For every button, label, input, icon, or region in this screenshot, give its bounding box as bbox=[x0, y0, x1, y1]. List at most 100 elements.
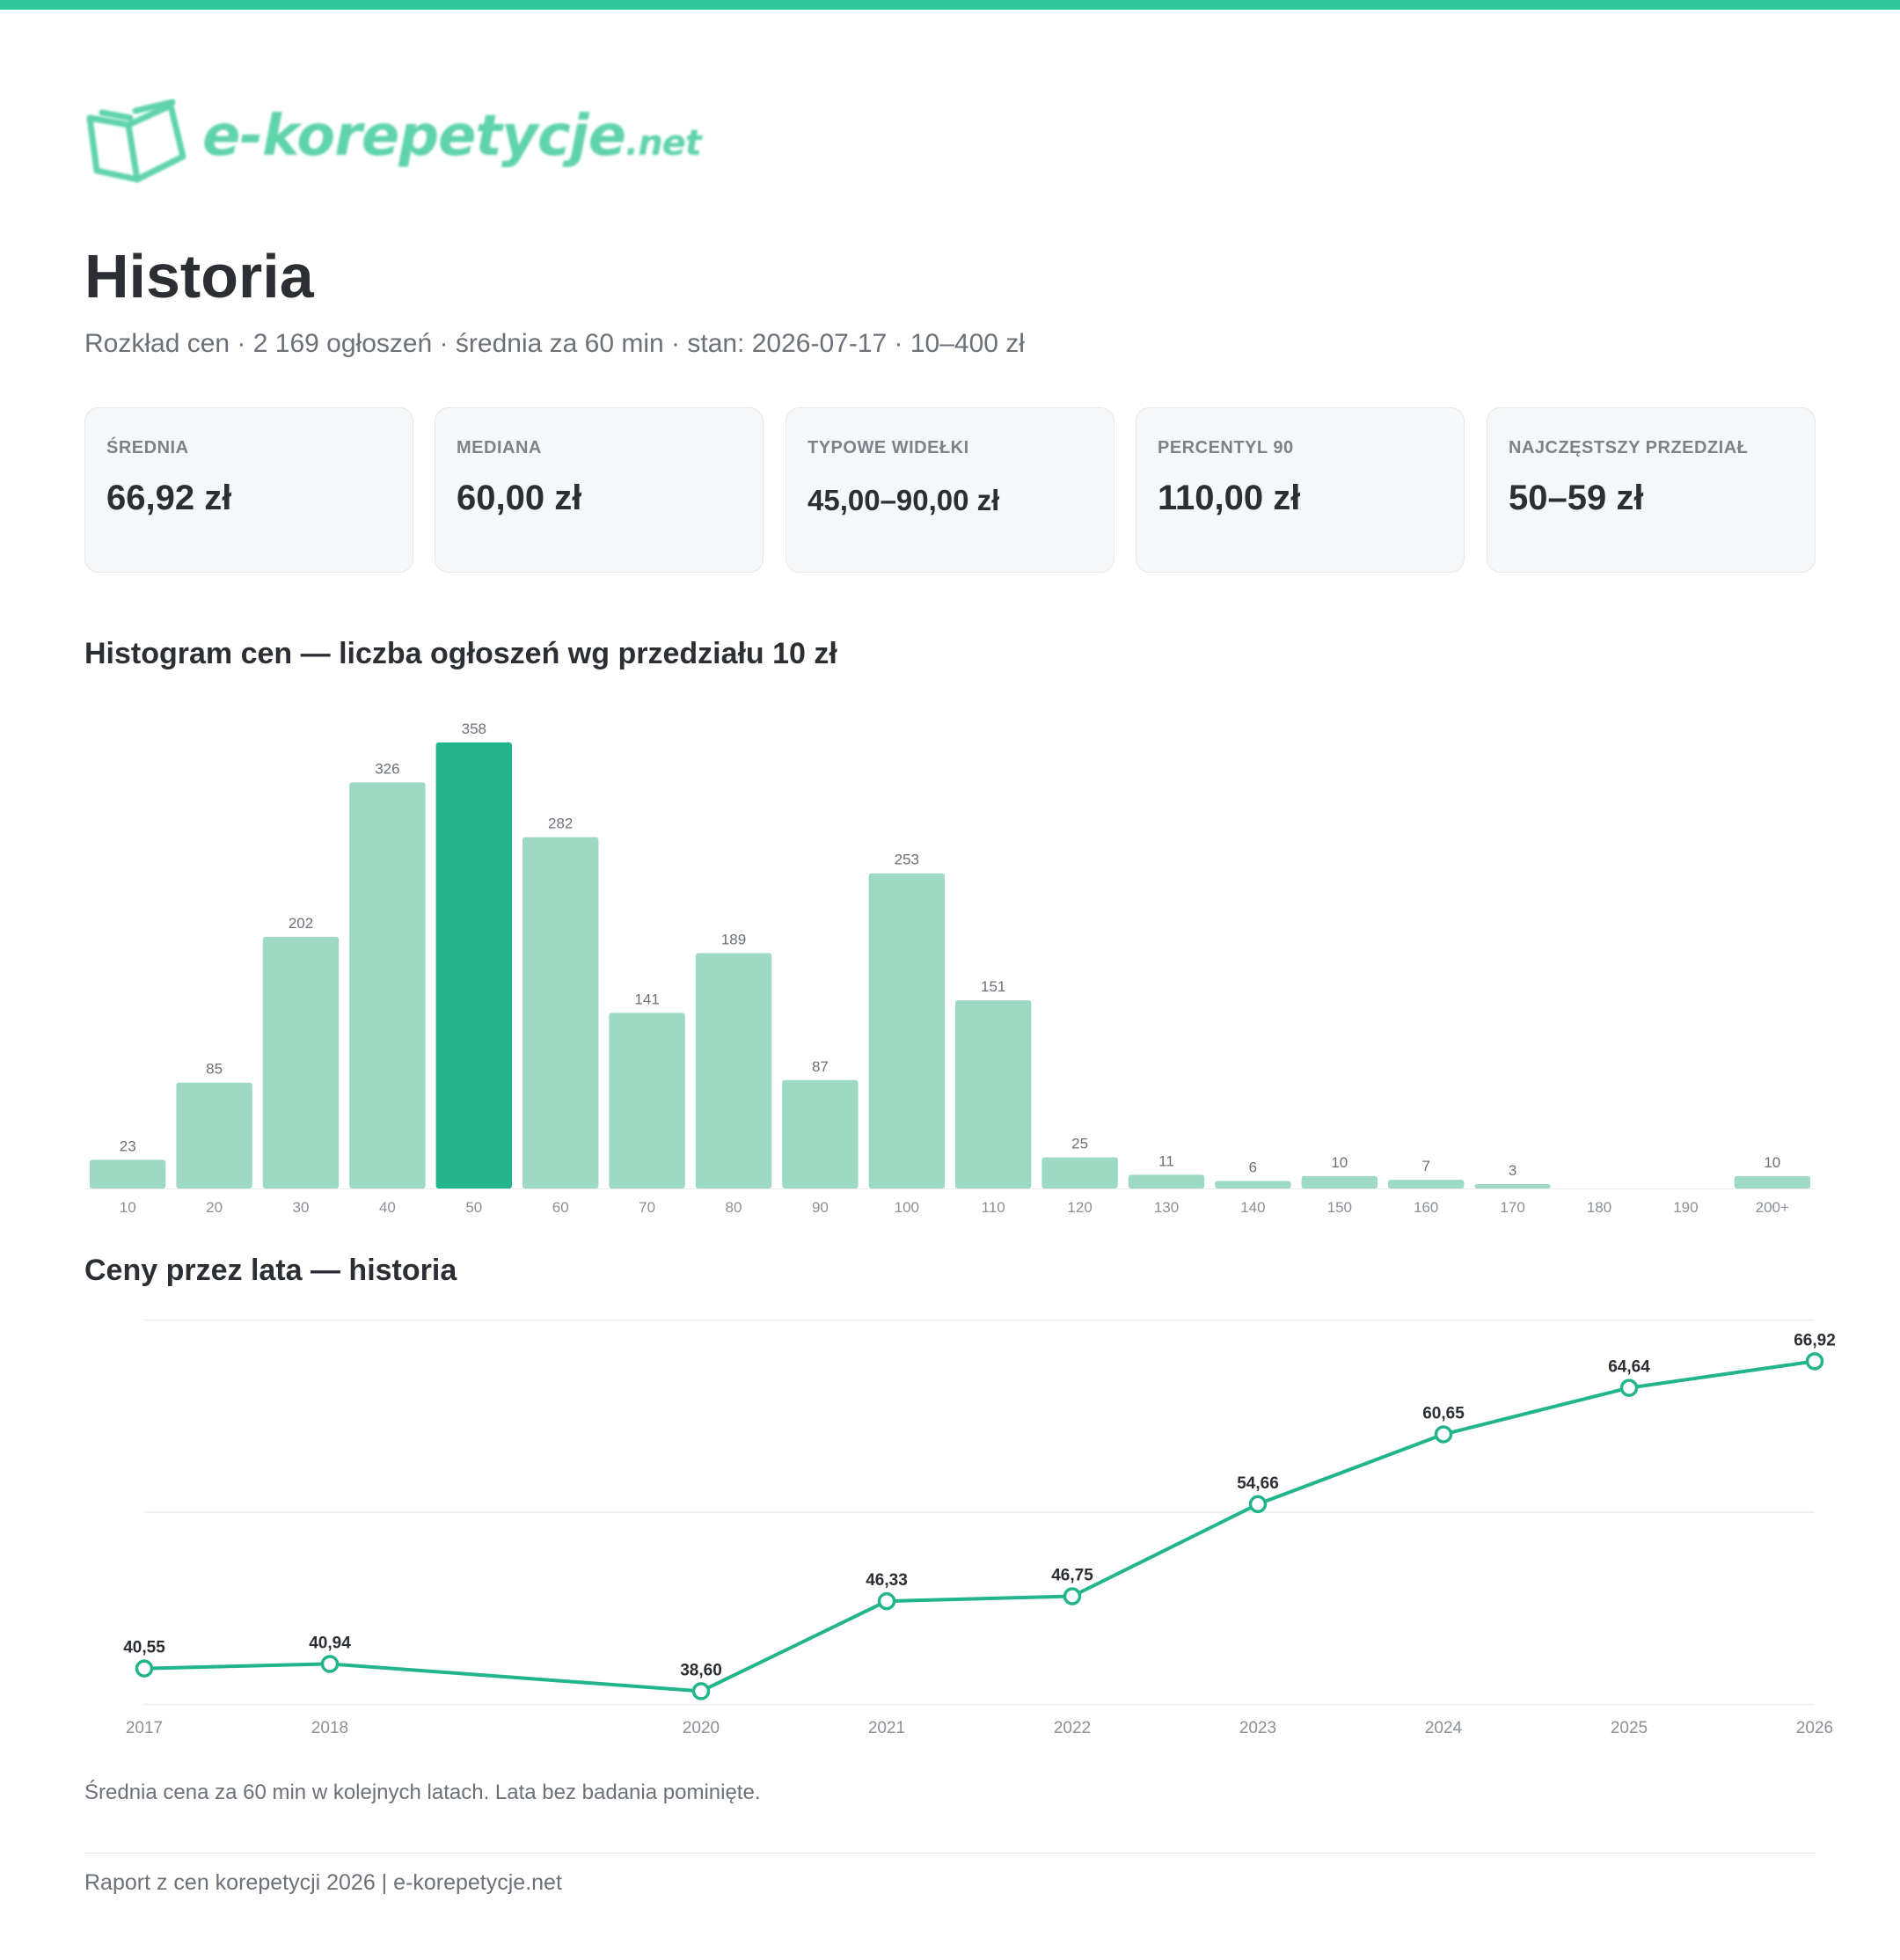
histogram-x-tick: 180 bbox=[1587, 1199, 1611, 1216]
histogram-x-tick: 130 bbox=[1154, 1199, 1179, 1216]
line-x-tick: 2022 bbox=[1054, 1719, 1091, 1737]
histogram-bar-value: 10 bbox=[1331, 1154, 1348, 1171]
stat-card-label: ŚREDNIA bbox=[106, 438, 189, 457]
line-chart: 40,55 2017 40,94 2018 38,60 2020 46,33 2021 46,7… bbox=[123, 1319, 1836, 1737]
line-x-tick: 2024 bbox=[1425, 1719, 1463, 1737]
footer-text: Raport z cen korepetycji 2026 | e-korepe… bbox=[84, 1870, 562, 1895]
histogram-x-tick: 200+ bbox=[1756, 1199, 1789, 1216]
line-x-tick: 2020 bbox=[683, 1719, 720, 1737]
histogram-bar bbox=[868, 873, 945, 1188]
histogram-bar-value: 358 bbox=[462, 720, 486, 737]
histogram-x-tick: 190 bbox=[1673, 1199, 1698, 1216]
stat-card-label: NAJCZĘSTSZY PRZEDZIAŁ bbox=[1509, 438, 1749, 457]
line-x-tick: 2023 bbox=[1239, 1719, 1276, 1737]
histogram-bar bbox=[1301, 1175, 1378, 1188]
histogram-x-tick: 60 bbox=[552, 1199, 569, 1216]
histogram-bar-value: 11 bbox=[1158, 1152, 1174, 1169]
histogram-x-tick: 110 bbox=[982, 1199, 1005, 1216]
logo-tld: .net bbox=[625, 123, 702, 164]
histogram-bar bbox=[435, 742, 512, 1188]
stat-card-mean: ŚREDNIA 66,92 zł bbox=[84, 407, 413, 573]
histogram-x-tick: 20 bbox=[206, 1199, 223, 1216]
line-point-label: 46,33 bbox=[866, 1571, 908, 1590]
line-point bbox=[320, 1655, 340, 1673]
histogram-bar-value: 202 bbox=[289, 915, 313, 932]
line-point-label: 40,94 bbox=[309, 1634, 351, 1652]
histogram-bar-value: 151 bbox=[981, 978, 1005, 995]
stat-card-value: 66,92 zł bbox=[106, 479, 232, 517]
stat-card-typical-range: TYPOWE WIDEŁKI 45,00–90,00 zł bbox=[786, 407, 1114, 573]
line-x-tick: 2021 bbox=[868, 1719, 905, 1737]
histogram-bar-value: 282 bbox=[548, 815, 573, 832]
histogram-bar bbox=[262, 936, 340, 1188]
histogram-x-tick: 50 bbox=[465, 1199, 482, 1216]
histogram-bar bbox=[176, 1082, 252, 1188]
line-point bbox=[1619, 1379, 1639, 1397]
histogram-bar-value: 10 bbox=[1764, 1154, 1780, 1171]
histogram-bar bbox=[609, 1013, 685, 1188]
histogram-x-tick: 10 bbox=[120, 1199, 136, 1216]
histogram-bar bbox=[522, 837, 599, 1188]
stat-card-label: TYPOWE WIDEŁKI bbox=[808, 438, 969, 457]
top-accent-bar bbox=[0, 0, 1900, 10]
histogram-x-tick: 70 bbox=[639, 1199, 655, 1216]
page-title: Historia bbox=[84, 242, 314, 311]
stat-card-label: MEDIANA bbox=[457, 438, 542, 457]
stat-card-value: 60,00 zł bbox=[457, 479, 582, 517]
stat-card-most-frequent: NAJCZĘSTSZY PRZEDZIAŁ 50–59 zł bbox=[1487, 407, 1816, 573]
line-point bbox=[1063, 1587, 1082, 1605]
histogram-bar bbox=[782, 1079, 859, 1188]
histogram-bar-value: 326 bbox=[375, 760, 399, 777]
footer-divider bbox=[84, 1853, 1816, 1854]
histogram-bar bbox=[349, 782, 426, 1188]
histogram-x-tick: 80 bbox=[726, 1199, 742, 1216]
histogram-bar-value: 253 bbox=[895, 852, 919, 868]
logo-name: e-korepetycje bbox=[202, 104, 626, 169]
line-point bbox=[135, 1659, 154, 1678]
line-point-label: 64,64 bbox=[1608, 1358, 1650, 1377]
histogram-bar bbox=[90, 1159, 166, 1188]
histogram-x-tick: 40 bbox=[379, 1199, 396, 1216]
histogram-bar bbox=[1128, 1174, 1205, 1188]
line-x-tick: 2018 bbox=[311, 1719, 348, 1737]
logo[interactable]: e-korepetycje.net bbox=[84, 99, 702, 186]
histogram-x-tick: 150 bbox=[1327, 1199, 1352, 1216]
histogram-bar-value: 141 bbox=[634, 991, 659, 1007]
line-x-tick: 2026 bbox=[1796, 1719, 1833, 1737]
stat-card-percentile-90: PERCENTYL 90 110,00 zł bbox=[1136, 407, 1465, 573]
line-point-label: 60,65 bbox=[1422, 1404, 1465, 1422]
histogram-bar-value: 25 bbox=[1071, 1136, 1088, 1152]
line-point bbox=[1805, 1352, 1824, 1371]
histogram-x-tick: 140 bbox=[1240, 1199, 1265, 1216]
histogram-bar bbox=[1388, 1180, 1465, 1188]
histogram-bar bbox=[695, 953, 772, 1188]
line-point-label: 66,92 bbox=[1794, 1331, 1836, 1349]
line-point-label: 38,60 bbox=[680, 1661, 722, 1679]
histogram-x-tick: 100 bbox=[895, 1199, 919, 1216]
histogram-bar-value: 87 bbox=[812, 1058, 829, 1075]
line-chart-title: Ceny przez lata — historia bbox=[84, 1254, 457, 1287]
histogram-title: Histogram cen — liczba ogłoszeń wg przed… bbox=[84, 637, 837, 670]
histogram-bar bbox=[1734, 1175, 1810, 1188]
line-point-label: 54,66 bbox=[1237, 1474, 1279, 1493]
book-icon bbox=[86, 99, 186, 183]
histogram-bar-value: 7 bbox=[1421, 1158, 1429, 1174]
line-x-tick: 2025 bbox=[1611, 1719, 1648, 1737]
line-chart-note: Średnia cena za 60 min w kolejnych latac… bbox=[84, 1781, 761, 1804]
line-point bbox=[691, 1682, 711, 1700]
stat-card-value: 45,00–90,00 zł bbox=[808, 484, 1000, 516]
line-x-tick: 2017 bbox=[126, 1719, 163, 1737]
line-point bbox=[1434, 1425, 1453, 1444]
histogram-x-tick: 120 bbox=[1067, 1199, 1092, 1216]
histogram-x-tick: 160 bbox=[1414, 1199, 1438, 1216]
histogram-chart: 23 10 85 20 202 30 326 40 358 50 282 60 141 70 189 80 87… bbox=[84, 720, 1816, 1216]
histogram-bar bbox=[955, 1000, 1032, 1188]
page-subtitle: Rozkład cen · 2 169 ogłoszeń · średnia z… bbox=[84, 329, 1025, 358]
line-point bbox=[877, 1591, 896, 1611]
line-point-label: 46,75 bbox=[1051, 1567, 1093, 1585]
line-series bbox=[142, 1359, 1816, 1693]
histogram-bar bbox=[1474, 1184, 1551, 1188]
logo-wordmark: e-korepetycje.net bbox=[202, 104, 702, 169]
stat-card-label: PERCENTYL 90 bbox=[1158, 438, 1294, 457]
histogram-bar-value: 189 bbox=[721, 931, 746, 947]
